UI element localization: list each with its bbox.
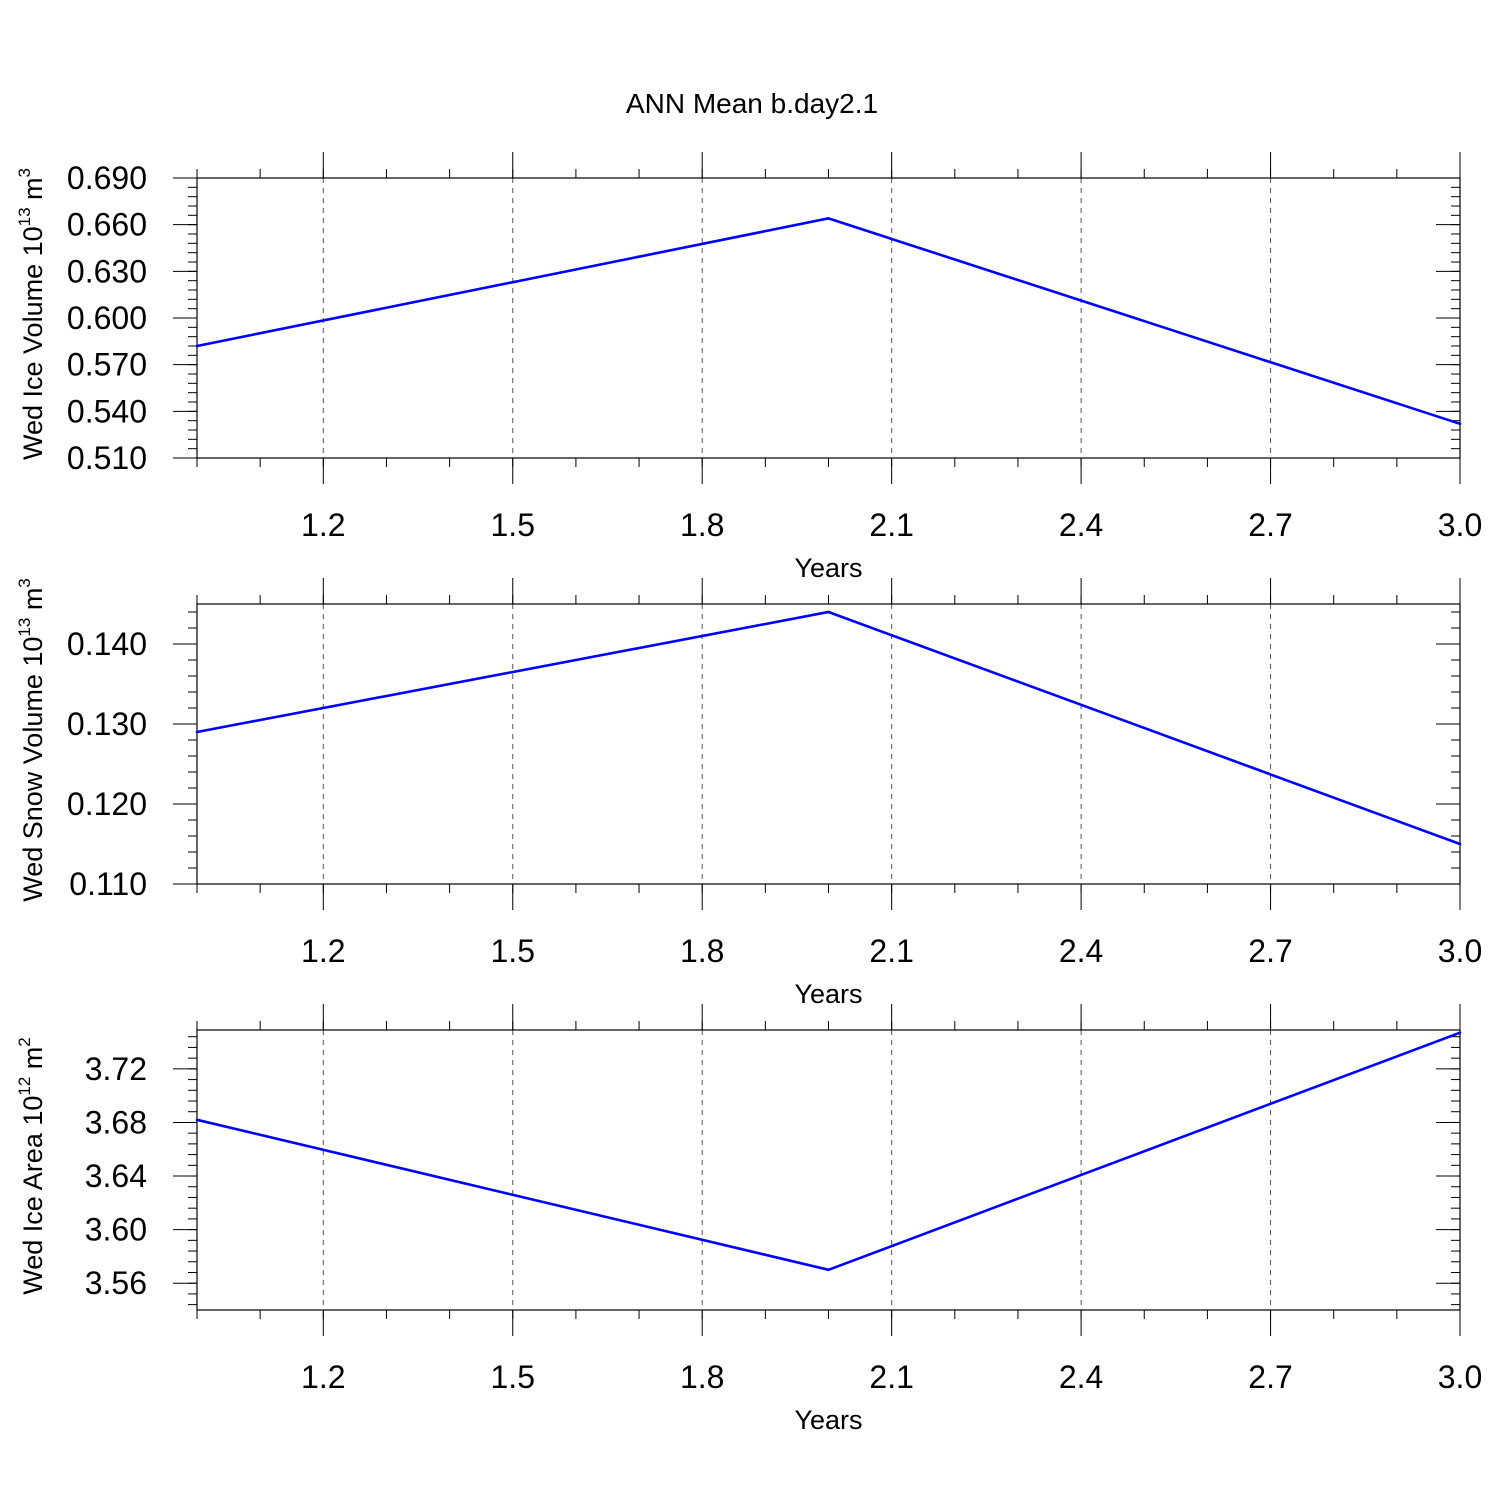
x-tick-label: 1.2: [301, 933, 345, 969]
x-tick-label: 1.8: [680, 933, 724, 969]
x-tick-label: 2.1: [869, 507, 913, 543]
data-point: [827, 217, 830, 220]
y-axis-title: Wed Ice Area 1012 m2: [15, 1037, 48, 1295]
data-point: [195, 730, 199, 734]
y-axis-title-text: Wed Ice Volume 10: [18, 226, 48, 460]
x-tick-label: 1.2: [301, 507, 345, 543]
x-tick-label: 1.2: [301, 1359, 345, 1395]
x-tick-label: 1.5: [491, 1359, 535, 1395]
y-tick-label: 0.660: [67, 207, 147, 243]
x-tick-label: 2.1: [869, 1359, 913, 1395]
y-axis-title-unit-exponent: 2: [15, 1037, 34, 1046]
x-tick-label: 3.0: [1438, 1359, 1482, 1395]
x-tick-label: 3.0: [1438, 507, 1482, 543]
chart-panel-2: 1.2 1.5 1.8 2.1 2.4 2.7 3.0 0.110 0.120 0.130 0.14…: [15, 578, 1482, 1009]
y-tick-label: 3.64: [85, 1158, 147, 1194]
data-point: [1458, 422, 1462, 426]
x-axis-title: Years: [794, 1405, 862, 1435]
y-axis-title: Wed Snow Volume 1013 m3: [15, 578, 48, 902]
data-point: [1458, 842, 1462, 846]
data-point: [827, 1268, 830, 1272]
y-tick-label: 0.510: [67, 440, 147, 476]
y-axis-title-unit: m: [18, 177, 48, 207]
x-tick-label: 2.1: [869, 933, 913, 969]
data-point: [1458, 1031, 1462, 1034]
x-tick-label: 2.7: [1248, 507, 1292, 543]
chart-panel-3: 1.2 1.5 1.8 2.1 2.4 2.7 3.0 3.56 3.60 3.64 3.68 3.7…: [15, 1004, 1482, 1435]
y-tick-label: 0.540: [67, 393, 147, 429]
x-tick-label: 2.4: [1059, 933, 1103, 969]
data-point: [827, 610, 830, 614]
y-tick-label: 3.60: [85, 1212, 147, 1248]
x-tick-label: 1.8: [680, 1359, 724, 1395]
y-tick-label: 3.56: [85, 1265, 147, 1301]
chart-panel-1: 1.2 1.5 1.8 2.1 2.4 2.7 3.0 0.510 0.540 0.570 0.60…: [15, 152, 1482, 583]
y-axis-title-exponent: 12: [15, 1077, 34, 1096]
y-axis-title-exponent: 13: [15, 618, 34, 637]
x-tick-label: 3.0: [1438, 933, 1482, 969]
y-axis-title-unit-exponent: 3: [15, 578, 34, 587]
y-axis-title-text: Wed Ice Area 10: [18, 1096, 48, 1295]
y-tick-label: 0.110: [69, 866, 147, 902]
x-tick-label: 1.5: [491, 507, 535, 543]
y-axis-title-exponent: 13: [15, 207, 34, 226]
y-tick-label: 3.72: [85, 1051, 147, 1087]
x-tick-label: 2.7: [1248, 933, 1292, 969]
y-tick-label: 0.690: [67, 160, 147, 196]
x-axis-title: Years: [794, 553, 862, 583]
data-point: [195, 1118, 199, 1122]
y-tick-label: 0.570: [67, 347, 147, 383]
y-tick-label: 0.630: [67, 253, 147, 289]
x-tick-label: 2.7: [1248, 1359, 1292, 1395]
x-axis-title: Years: [794, 979, 862, 1009]
y-axis-title-text: Wed Snow Volume 10: [18, 637, 48, 902]
x-tick-label: 2.4: [1059, 507, 1103, 543]
x-tick-label: 2.4: [1059, 1359, 1103, 1395]
y-axis-title: Wed Ice Volume 1013 m3: [15, 168, 48, 460]
data-point: [195, 344, 199, 348]
y-tick-label: 0.120: [67, 786, 147, 822]
figure-title: ANN Mean b.day2.1: [626, 88, 878, 119]
y-axis-title-unit: m: [18, 1047, 48, 1077]
y-axis-title-unit-exponent: 3: [15, 168, 34, 177]
y-tick-label: 3.68: [85, 1104, 147, 1140]
y-axis-title-unit: m: [18, 588, 48, 618]
x-tick-label: 1.8: [680, 507, 724, 543]
y-tick-label: 0.130: [67, 706, 147, 742]
x-tick-label: 1.5: [491, 933, 535, 969]
y-tick-label: 0.600: [67, 300, 147, 336]
y-tick-label: 0.140: [67, 626, 147, 662]
